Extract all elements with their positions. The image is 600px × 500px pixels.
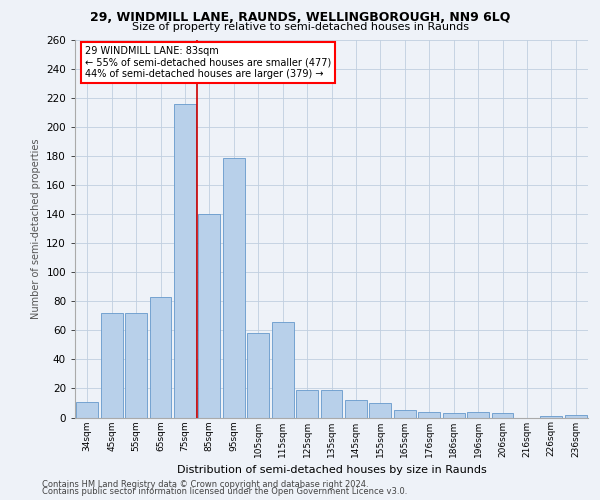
Bar [125, 313, 147, 418]
Bar [199, 214, 220, 418]
Bar [101, 313, 122, 418]
Y-axis label: Number of semi-detached properties: Number of semi-detached properties [31, 138, 41, 319]
Bar [149, 297, 172, 418]
Bar [467, 412, 489, 418]
Bar [247, 334, 269, 417]
Text: 29, WINDMILL LANE, RAUNDS, WELLINGBOROUGH, NN9 6LQ: 29, WINDMILL LANE, RAUNDS, WELLINGBOROUG… [90, 11, 510, 24]
Bar [394, 410, 416, 418]
Bar [491, 413, 514, 418]
Bar [174, 104, 196, 418]
Bar [223, 158, 245, 418]
Bar [320, 390, 343, 417]
Bar [541, 416, 562, 418]
Text: Size of property relative to semi-detached houses in Raunds: Size of property relative to semi-detach… [131, 22, 469, 32]
Bar [565, 414, 587, 418]
Bar [272, 322, 293, 418]
Bar [370, 403, 391, 417]
Text: Contains public sector information licensed under the Open Government Licence v3: Contains public sector information licen… [42, 487, 407, 496]
Bar [296, 390, 318, 417]
Bar [345, 400, 367, 417]
Bar [443, 413, 464, 418]
Text: Contains HM Land Registry data © Crown copyright and database right 2024.: Contains HM Land Registry data © Crown c… [42, 480, 368, 489]
X-axis label: Distribution of semi-detached houses by size in Raunds: Distribution of semi-detached houses by … [176, 465, 487, 475]
Bar [418, 412, 440, 418]
Text: 29 WINDMILL LANE: 83sqm
← 55% of semi-detached houses are smaller (477)
44% of s: 29 WINDMILL LANE: 83sqm ← 55% of semi-de… [85, 46, 332, 79]
Bar [76, 402, 98, 417]
